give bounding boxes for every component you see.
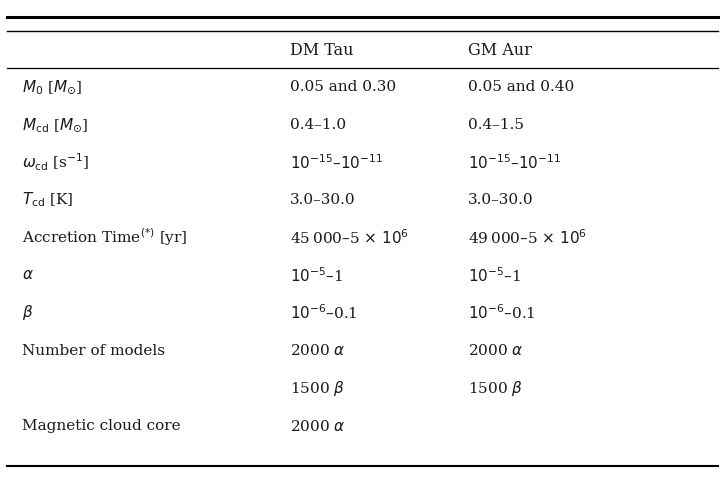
Text: GM Aur: GM Aur — [468, 42, 531, 59]
Text: $10^{-6}$–0.1: $10^{-6}$–0.1 — [290, 304, 357, 322]
Text: $M_0$ [$M_{\odot}$]: $M_0$ [$M_{\odot}$] — [22, 78, 82, 96]
Text: 45 000–5 $\times$ $10^{6}$: 45 000–5 $\times$ $10^{6}$ — [290, 228, 409, 247]
Text: $10^{-15}$–$10^{-11}$: $10^{-15}$–$10^{-11}$ — [290, 153, 384, 171]
Text: 2000 $\alpha$: 2000 $\alpha$ — [468, 343, 523, 358]
Text: $10^{-5}$–1: $10^{-5}$–1 — [290, 266, 343, 284]
Text: $T_{\rm cd}$ [K]: $T_{\rm cd}$ [K] — [22, 191, 73, 209]
Text: $10^{-6}$–0.1: $10^{-6}$–0.1 — [468, 304, 535, 322]
Text: Magnetic cloud core: Magnetic cloud core — [22, 419, 181, 433]
Text: 1500 $\beta$: 1500 $\beta$ — [290, 379, 345, 398]
Text: 2000 $\alpha$: 2000 $\alpha$ — [290, 343, 346, 358]
Text: $\beta$: $\beta$ — [22, 303, 33, 323]
Text: $\omega_{\rm cd}$ [s$^{-1}$]: $\omega_{\rm cd}$ [s$^{-1}$] — [22, 152, 89, 173]
Text: $M_{\rm cd}$ [$M_{\odot}$]: $M_{\rm cd}$ [$M_{\odot}$] — [22, 115, 88, 134]
Text: $10^{-15}$–$10^{-11}$: $10^{-15}$–$10^{-11}$ — [468, 153, 561, 171]
Text: 2000 $\alpha$: 2000 $\alpha$ — [290, 418, 346, 434]
Text: 49 000–5 $\times$ $10^{6}$: 49 000–5 $\times$ $10^{6}$ — [468, 228, 587, 247]
Text: Number of models: Number of models — [22, 344, 165, 357]
Text: $\alpha$: $\alpha$ — [22, 269, 33, 282]
Text: Accretion Time$^{(*)}$ [yr]: Accretion Time$^{(*)}$ [yr] — [22, 227, 187, 248]
Text: 0.05 and 0.30: 0.05 and 0.30 — [290, 80, 396, 94]
Text: 0.05 and 0.40: 0.05 and 0.40 — [468, 80, 574, 94]
Text: 1500 $\beta$: 1500 $\beta$ — [468, 379, 523, 398]
Text: 0.4–1.0: 0.4–1.0 — [290, 118, 346, 131]
Text: 3.0–30.0: 3.0–30.0 — [468, 193, 534, 207]
Text: 3.0–30.0: 3.0–30.0 — [290, 193, 356, 207]
Text: 0.4–1.5: 0.4–1.5 — [468, 118, 523, 131]
Text: DM Tau: DM Tau — [290, 42, 354, 59]
Text: $10^{-5}$–1: $10^{-5}$–1 — [468, 266, 521, 284]
